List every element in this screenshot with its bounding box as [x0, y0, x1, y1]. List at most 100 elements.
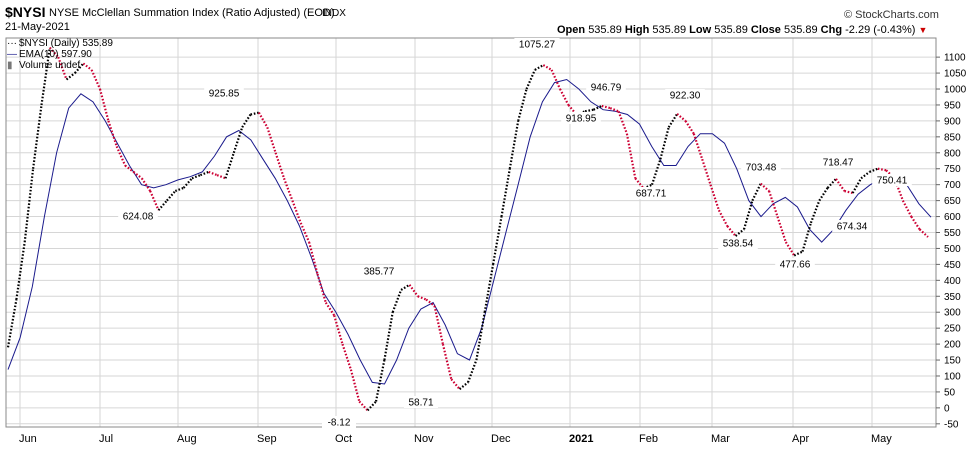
price-segment-down [308, 241, 319, 275]
price-segment-down [417, 295, 427, 301]
price-segment-up [475, 312, 486, 361]
price-segment-up [851, 177, 863, 194]
price-segment-down [601, 104, 611, 110]
y-tick-label: 100 [944, 371, 961, 382]
y-tick-label: -50 [944, 419, 959, 430]
price-segment-up [191, 174, 201, 180]
annotation-box [832, 220, 872, 232]
price-segment-up [40, 47, 51, 106]
annotation-label: 946.79 [591, 83, 622, 94]
price-segment-down [441, 343, 453, 380]
price-segment-up [826, 178, 837, 189]
annotation-box [204, 87, 244, 99]
price-segment-down [877, 167, 887, 172]
price-segment-down [140, 177, 152, 192]
y-tick-label: 150 [944, 356, 961, 367]
price-segment-down [835, 178, 846, 192]
y-tick-label: 900 [944, 116, 961, 127]
price-segment-up [157, 199, 168, 211]
price-segment-up [241, 113, 252, 128]
price-segment-down [333, 315, 344, 345]
price-segment-down [617, 110, 628, 135]
annotation-box [359, 265, 399, 277]
price-segment-up [74, 62, 85, 74]
y-axis: -50 0 50 100 150 200 250 300 350 400 450 500 550 600 6… [936, 53, 967, 430]
annotation-label: 385.77 [364, 267, 395, 278]
annotation-label: 718.47 [823, 158, 854, 169]
y-tick-label: 750 [944, 164, 961, 175]
exchange-label: INDX [322, 8, 346, 19]
price-segment-down [57, 56, 68, 80]
nysi-series [6, 46, 929, 412]
annotation-label: 925.85 [209, 89, 240, 100]
price-segment-up [742, 200, 754, 230]
ema-line [7, 78, 932, 385]
y-tick-label: 200 [944, 340, 961, 351]
price-segment-up [659, 127, 670, 160]
open-label: Open [557, 24, 586, 36]
chart-date: 21-May-2021 [5, 21, 70, 33]
price-segment-down [709, 184, 720, 211]
x-axis: Jun Jul Aug Sep Oct Nov Dec 2021 Feb Mar Apr May [19, 433, 892, 445]
high-label: High [624, 24, 650, 36]
y-tick-label: 250 [944, 324, 961, 335]
close-label: Close [750, 24, 781, 36]
annotation-label: 58.71 [408, 398, 433, 409]
price-segment-up [6, 299, 18, 348]
price-segment-up [483, 264, 495, 313]
annotation-label: 703.48 [746, 163, 777, 174]
price-segment-down [299, 222, 311, 243]
chg-value: -2.29 (-0.43%) [845, 24, 916, 36]
low-label: Low [689, 24, 712, 36]
copyright-notice[interactable]: © StockCharts.com [844, 9, 939, 21]
price-segment-down [550, 69, 562, 90]
annotation-label: 477.66 [780, 260, 811, 271]
price-segment-up [182, 177, 193, 189]
annotation-box [741, 161, 781, 173]
price-segment-down [684, 120, 695, 135]
price-segment-down [257, 112, 269, 128]
y-tick-label: 0 [944, 403, 950, 414]
price-segment-down [717, 209, 729, 227]
price-segment-down [844, 189, 853, 195]
price-segment-down [776, 216, 787, 243]
low-value: 535.89 [714, 24, 748, 36]
ticker-symbol: $NYSI [5, 4, 46, 20]
annotation-box [404, 396, 438, 408]
dotted-line-icon: ··· [7, 38, 17, 49]
price-segment-up [500, 168, 511, 217]
x-tick-label: Nov [414, 433, 434, 445]
price-segment-down [433, 305, 444, 345]
legend-item-ema: — EMA(10) 597.90 [7, 49, 113, 60]
y-tick-label: 550 [944, 228, 961, 239]
price-segment-up [400, 283, 411, 291]
price-segment-up [508, 120, 520, 169]
annotation-box [118, 210, 158, 222]
annotation-label: 750.41 [877, 176, 908, 187]
price-segment-up [667, 113, 679, 128]
price-segment-down [559, 88, 570, 106]
y-tick-label: 700 [944, 180, 961, 191]
legend-label-ema: EMA(10) 597.90 [19, 49, 92, 60]
price-segment-down [692, 133, 704, 160]
price-segment-down [634, 177, 645, 190]
price-segment-down [625, 133, 637, 179]
volume-bars-icon: ▮ [7, 60, 13, 71]
price-segment-down [358, 400, 369, 412]
x-tick-label: Jun [19, 433, 37, 445]
price-segment-up [232, 126, 244, 154]
annotation-box [718, 237, 758, 249]
annotation-box [631, 187, 671, 199]
price-segment-up [517, 88, 528, 122]
price-segment-up [366, 400, 377, 412]
x-tick-label: Aug [177, 433, 197, 445]
y-tick-label: 400 [944, 276, 961, 287]
x-tick-label: Sep [257, 433, 277, 445]
y-tick-label: 600 [944, 212, 961, 223]
chart-legend: ··· $NYSI (Daily) 535.89 — EMA(10) 597.90 … [7, 38, 113, 71]
price-segment-down [149, 190, 160, 211]
price-segment-down [316, 273, 327, 303]
x-tick-label: Jul [99, 433, 113, 445]
price-segment-up [458, 381, 469, 390]
price-segment-down [48, 46, 60, 58]
